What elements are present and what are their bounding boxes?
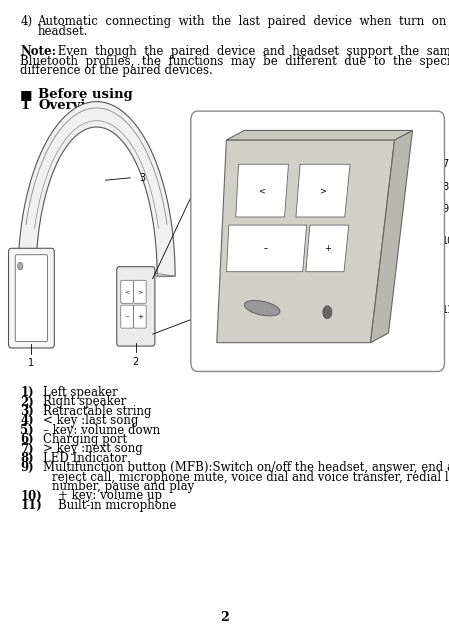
Text: < key :last song: < key :last song xyxy=(43,414,138,427)
Text: 6): 6) xyxy=(20,433,34,446)
FancyBboxPatch shape xyxy=(121,280,133,304)
Text: reject call, microphone mute, voice dial and voice transfer, redial last: reject call, microphone mute, voice dial… xyxy=(52,471,449,484)
Text: > key :next song: > key :next song xyxy=(43,443,142,455)
Text: Bluetooth  profiles,  the  functions  may  be  different  due  to  the  specific: Bluetooth profiles, the functions may be… xyxy=(20,55,449,68)
Text: 10): 10) xyxy=(20,490,42,502)
Polygon shape xyxy=(226,130,413,140)
Text: –: – xyxy=(264,244,269,253)
Text: number, pause and play: number, pause and play xyxy=(52,480,194,493)
Text: Overview: Overview xyxy=(38,99,106,112)
Text: 9): 9) xyxy=(20,461,34,474)
FancyBboxPatch shape xyxy=(117,267,155,346)
Text: Right speaker: Right speaker xyxy=(43,396,126,408)
Text: Retractable string: Retractable string xyxy=(43,405,151,418)
Text: 11: 11 xyxy=(442,305,449,315)
Polygon shape xyxy=(296,164,350,217)
Text: Note:: Note: xyxy=(20,45,56,58)
Text: 7): 7) xyxy=(20,443,34,455)
Circle shape xyxy=(18,262,23,270)
Text: Before using: Before using xyxy=(38,88,133,100)
Polygon shape xyxy=(370,130,413,343)
Text: Multifunction button (MFB):Switch on/off the headset, answer, end and: Multifunction button (MFB):Switch on/off… xyxy=(43,461,449,474)
Text: 2): 2) xyxy=(20,396,34,408)
Text: Charging port: Charging port xyxy=(43,433,127,446)
Text: >: > xyxy=(137,290,142,294)
Text: – key: volume down: – key: volume down xyxy=(43,424,160,437)
Text: Automatic  connecting  with  the  last  paired  device  when  turn  on  the: Automatic connecting with the last paire… xyxy=(37,15,449,28)
Text: 8): 8) xyxy=(20,452,34,465)
Text: 7: 7 xyxy=(442,159,449,170)
Text: 9: 9 xyxy=(442,204,449,214)
Text: 4): 4) xyxy=(20,15,32,28)
Polygon shape xyxy=(306,225,349,272)
Text: 10: 10 xyxy=(442,236,449,246)
FancyBboxPatch shape xyxy=(134,280,146,304)
Text: LED Indicator: LED Indicator xyxy=(43,452,127,465)
Text: 1): 1) xyxy=(20,386,34,399)
Text: 5: 5 xyxy=(189,241,195,250)
Text: Built-in microphone: Built-in microphone xyxy=(43,499,176,512)
Polygon shape xyxy=(217,140,395,343)
Text: 2: 2 xyxy=(133,357,139,367)
Text: 4): 4) xyxy=(20,414,34,427)
FancyBboxPatch shape xyxy=(134,305,146,328)
Text: difference of the paired devices.: difference of the paired devices. xyxy=(20,64,213,77)
FancyBboxPatch shape xyxy=(15,255,48,342)
Text: 11): 11) xyxy=(20,499,42,512)
Ellipse shape xyxy=(244,300,280,316)
Text: >: > xyxy=(319,186,326,195)
Text: Left speaker: Left speaker xyxy=(43,386,117,399)
Polygon shape xyxy=(18,102,175,276)
Text: 3): 3) xyxy=(20,405,34,418)
Text: Even  though  the  paired  device  and  headset  support  the  same: Even though the paired device and headse… xyxy=(54,45,449,58)
Text: +: + xyxy=(137,314,143,319)
Text: + key: volume up: + key: volume up xyxy=(43,490,162,502)
Polygon shape xyxy=(236,164,288,217)
Text: 1: 1 xyxy=(20,99,30,112)
Text: 1: 1 xyxy=(28,358,35,368)
Text: +: + xyxy=(324,244,330,253)
Text: 6: 6 xyxy=(189,305,195,315)
FancyBboxPatch shape xyxy=(121,305,133,328)
Text: 8: 8 xyxy=(442,182,449,192)
Text: headset.: headset. xyxy=(37,25,88,37)
Text: ■: ■ xyxy=(20,88,33,100)
Circle shape xyxy=(323,306,332,319)
Text: –: – xyxy=(125,314,129,319)
Text: 2: 2 xyxy=(220,611,229,624)
FancyBboxPatch shape xyxy=(191,111,445,371)
Polygon shape xyxy=(226,225,307,272)
Text: <: < xyxy=(258,186,265,195)
Text: 4: 4 xyxy=(189,175,195,185)
Text: <: < xyxy=(124,290,130,294)
Text: 3: 3 xyxy=(139,173,145,183)
Text: 5): 5) xyxy=(20,424,34,437)
FancyBboxPatch shape xyxy=(9,248,54,348)
